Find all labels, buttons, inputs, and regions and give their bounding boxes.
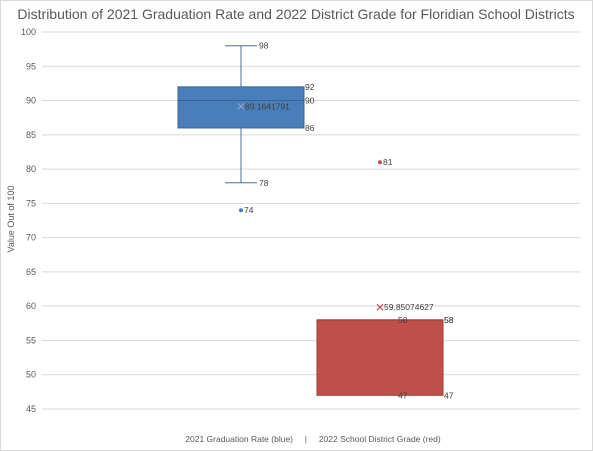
outlier-point: [239, 208, 243, 212]
median-label: 90: [305, 96, 315, 106]
mean-label: 59.85074627: [384, 302, 434, 312]
mean-label: 89.1641791: [245, 101, 290, 111]
median-label: 58: [398, 315, 408, 325]
outlier-point: [378, 160, 382, 164]
q3-label: 92: [305, 82, 315, 92]
y-tick-label: 85: [26, 130, 36, 140]
whisker-min-label: 47: [398, 390, 408, 400]
y-tick-label: 80: [26, 164, 36, 174]
y-tick-label: 60: [26, 301, 36, 311]
y-tick-label: 75: [26, 198, 36, 208]
x-axis-caption: 2021 Graduation Rate (blue) | 2022 Schoo…: [185, 434, 441, 444]
q1-label: 47: [444, 390, 454, 400]
whisker-max-label: 98: [259, 41, 269, 51]
chart-title: Distribution of 2021 Graduation Rate and…: [17, 6, 574, 22]
y-tick-label: 90: [26, 96, 36, 106]
outlier-label: 74: [244, 205, 254, 215]
y-tick-label: 50: [26, 370, 36, 380]
y-tick-label: 65: [26, 267, 36, 277]
y-tick-label: 95: [26, 61, 36, 71]
y-tick-label: 55: [26, 335, 36, 345]
y-axis-label: Value Out of 100: [6, 186, 16, 253]
box-series-1: 89.1641791 74 98 92 90 86 78: [178, 41, 315, 216]
y-axis-ticks: 45 50 55 60 65 70 75 80 85 90 95 100: [21, 27, 36, 414]
whisker-min-label: 78: [259, 178, 269, 188]
q1-label: 86: [305, 123, 315, 133]
y-tick-label: 100: [21, 27, 36, 37]
boxes: 89.164179174989290867859.850746278158585…: [178, 41, 454, 401]
y-tick-label: 70: [26, 233, 36, 243]
box-iqr: [317, 320, 443, 395]
y-tick-label: 45: [26, 404, 36, 414]
outlier-label: 81: [383, 157, 393, 167]
q3-label: 58: [444, 315, 454, 325]
